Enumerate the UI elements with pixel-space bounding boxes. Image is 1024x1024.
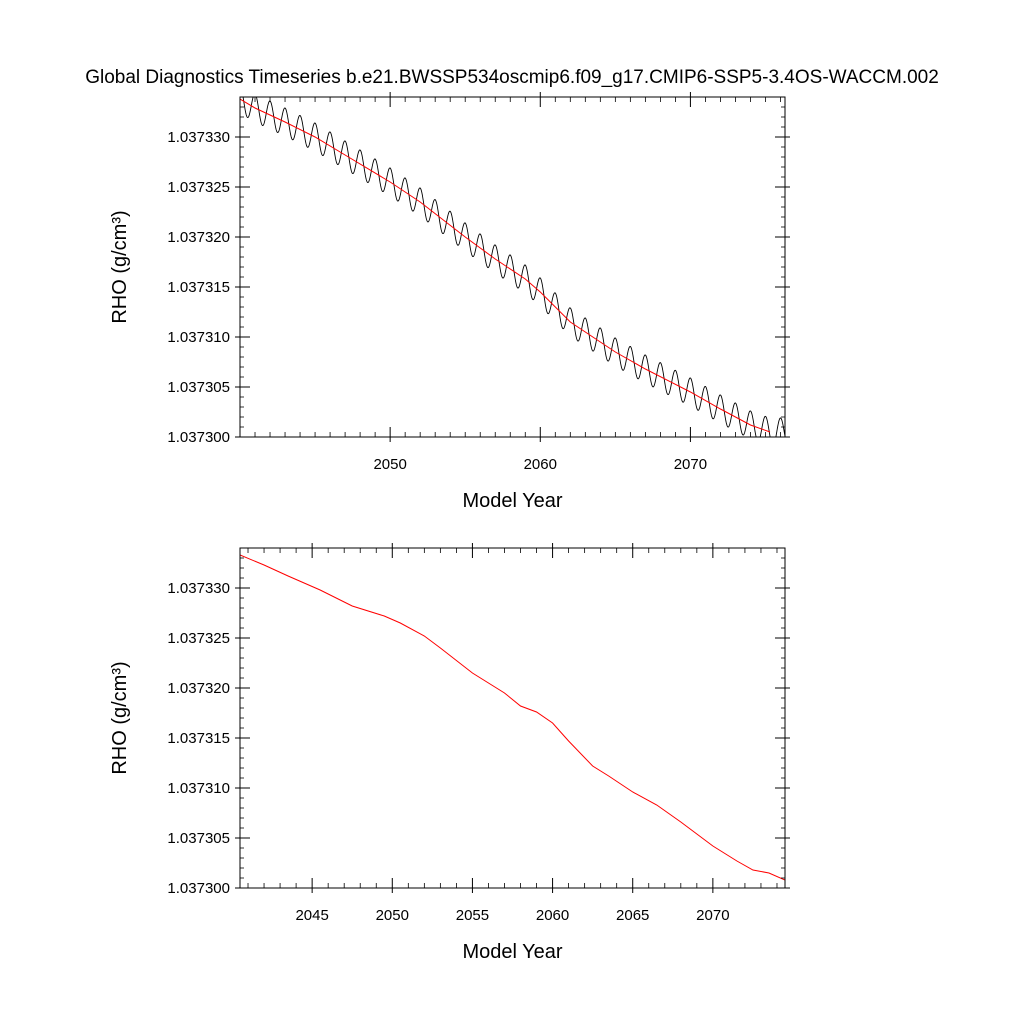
plot-area [240,97,785,437]
x-tick-label: 2060 [536,907,569,924]
x-tick-label: 2070 [696,907,729,924]
plot-frame [239,547,786,889]
series-line-annual-smoothed [240,98,771,433]
y-tick-label: 1.037330 [167,580,230,597]
bottom-panel: 2045 2050 2055 2060 2065 2070 1.037300 1.037305… [109,543,790,963]
x-axis-label: Model Year [462,941,562,963]
x-tick-label: 2065 [616,907,649,924]
y-tick-label: 1.037300 [167,429,230,446]
y-tick-label: 1.037305 [167,830,230,847]
y-tick-label: 1.037310 [167,780,230,797]
y-tick-label: 1.037315 [167,279,230,296]
x-tick-label: 2045 [295,907,328,924]
y-axis-label: RHO (g/cm³) [109,210,131,323]
series-line-annual-smoothed [240,554,785,881]
y-tick-label: 1.037325 [167,630,230,647]
y-tick-label: 1.037315 [167,730,230,747]
x-tick-label: 2050 [376,907,409,924]
y-tick-label: 1.037305 [167,379,230,396]
y-tick-label: 1.037330 [167,129,230,146]
chart-title: Global Diagnostics Timeseries b.e21.BWSS… [85,67,939,88]
y-axis-label: RHO (g/cm³) [109,661,131,774]
y-tick-label: 1.037310 [167,329,230,346]
x-tick-label: 2050 [373,456,406,473]
plot-area [240,554,785,881]
y-tick-label: 1.037320 [167,680,230,697]
x-tick-label: 2055 [456,907,489,924]
x-axis-label: Model Year [462,490,562,512]
x-tick-label: 2070 [674,456,707,473]
series-line-monthly [242,97,785,437]
y-tick-label: 1.037320 [167,229,230,246]
x-tick-label: 2060 [524,456,557,473]
top-panel: 2050 2060 2070 1.037300 1.037305 1.037310 1.03… [109,92,790,512]
plot-frame [239,96,786,438]
y-tick-label: 1.037300 [167,880,230,897]
y-tick-label: 1.037325 [167,179,230,196]
